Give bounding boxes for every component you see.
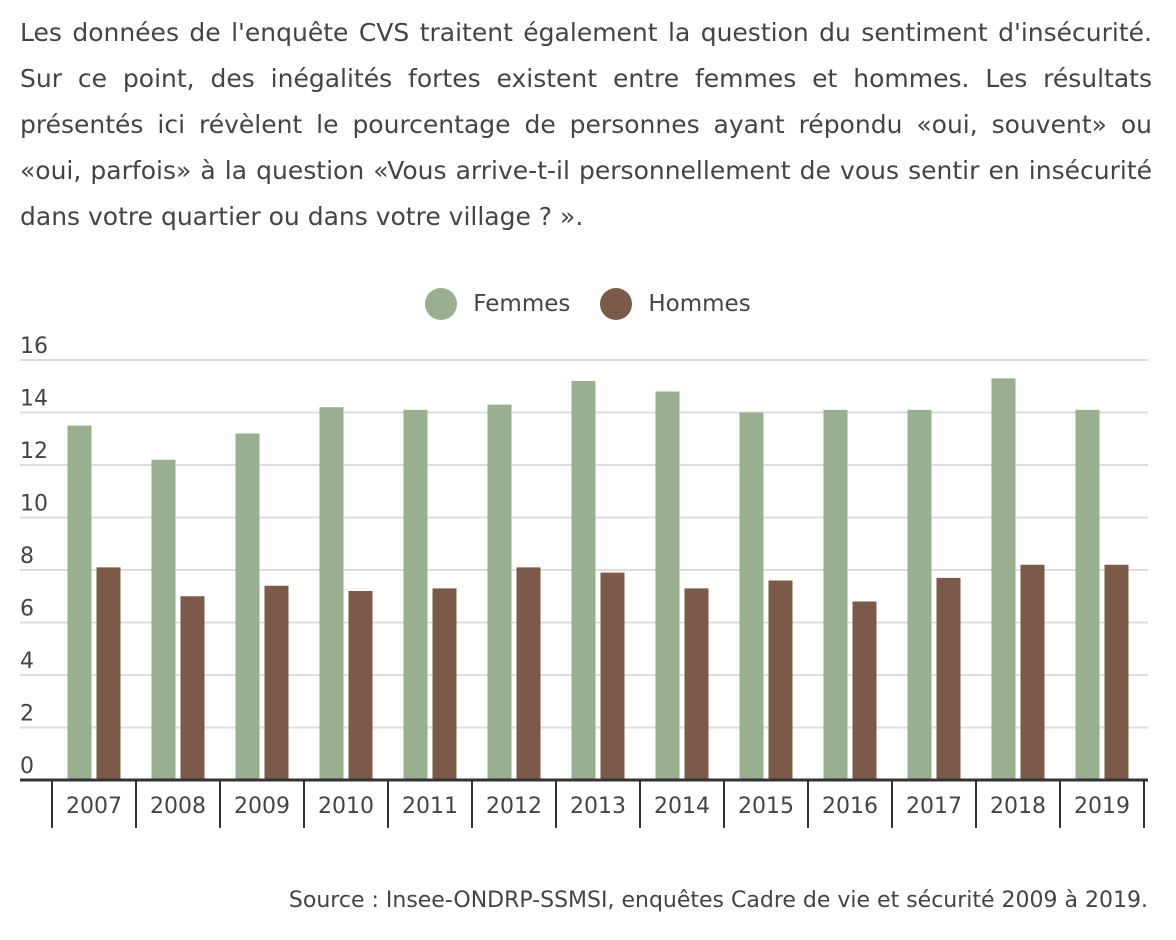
bar-femmes (403, 409, 428, 780)
x-tick-label: 2013 (570, 794, 626, 819)
x-tick-label: 2015 (738, 794, 794, 819)
bar-femmes (67, 425, 92, 780)
bar-femmes (235, 433, 260, 780)
bar-hommes (96, 567, 121, 780)
bar-chart: 0 2 4 6 8 10 12 14 16 2007 2008 2009 2010 2011 2012 201… (20, 334, 1148, 828)
bar-femmes (907, 409, 932, 780)
bar-femmes (655, 391, 680, 780)
legend-label-femmes: Femmes (473, 291, 571, 317)
x-tick-label: 2011 (402, 794, 458, 819)
bar-hommes (768, 580, 793, 780)
bar-femmes (319, 407, 344, 780)
bar-femmes (823, 409, 848, 780)
x-tick-label: 2019 (1074, 794, 1130, 819)
y-tick-label: 8 (20, 544, 34, 569)
legend-item-femmes[interactable]: Femmes (425, 288, 570, 320)
y-tick-label: 16 (20, 334, 48, 359)
y-tick-label: 4 (20, 649, 34, 674)
bar-hommes (936, 577, 961, 780)
bar-hommes (600, 572, 625, 780)
chart-legend: Femmes Hommes (0, 288, 1176, 320)
legend-swatch-femmes (425, 288, 458, 320)
x-tick-label: 2010 (318, 794, 374, 819)
x-tick-label: 2009 (234, 794, 290, 819)
bar-hommes (516, 567, 541, 780)
bar-hommes (1020, 564, 1045, 780)
x-tick-label: 2016 (822, 794, 878, 819)
source-note: Source : Insee-ONDRP-SSMSI, enquêtes Cad… (288, 888, 1148, 913)
y-tick-label: 10 (20, 492, 48, 517)
x-tick-label: 2007 (66, 794, 122, 819)
intro-paragraph: Les données de l'enquête CVS traitent ég… (20, 18, 1152, 231)
x-tick-label: 2018 (990, 794, 1046, 819)
x-tick-label: 2012 (486, 794, 542, 819)
bar-femmes (571, 381, 596, 780)
bar-hommes (852, 601, 877, 780)
x-tick-label: 2014 (654, 794, 710, 819)
bar-hommes (684, 588, 709, 780)
x-tick-label: 2008 (150, 794, 206, 819)
legend-item-hommes[interactable]: Hommes (600, 288, 751, 320)
legend-swatch-hommes (600, 288, 633, 320)
bar-femmes (739, 412, 764, 780)
bar-hommes (348, 591, 373, 780)
y-tick-label: 12 (20, 439, 48, 464)
y-tick-label: 0 (20, 754, 34, 779)
legend-label-hommes: Hommes (648, 291, 751, 317)
y-tick-label: 14 (20, 387, 48, 412)
x-tick-label: 2017 (906, 794, 962, 819)
bar-hommes (264, 585, 289, 780)
bar-femmes (487, 404, 512, 780)
bar-hommes (180, 596, 205, 780)
bar-femmes (1075, 409, 1100, 780)
y-tick-label: 6 (20, 597, 34, 622)
bar-femmes (991, 378, 1016, 780)
bar-femmes (151, 459, 176, 780)
y-tick-label: 2 (20, 702, 34, 727)
bar-hommes (1104, 564, 1129, 780)
bar-hommes (432, 588, 457, 780)
